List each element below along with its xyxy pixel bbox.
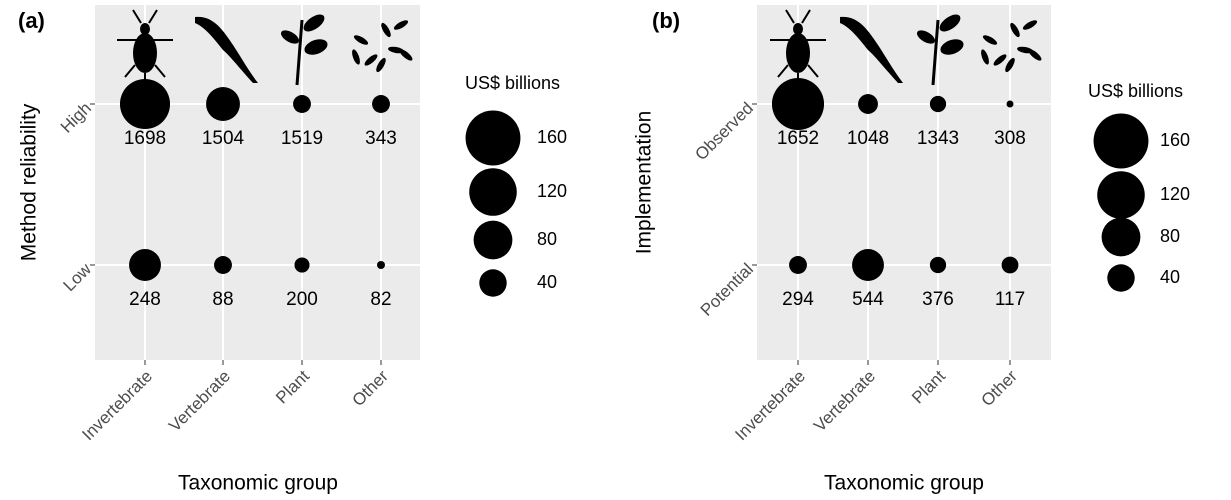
legend-label: 160 <box>537 127 567 147</box>
legend-label: 40 <box>537 272 557 292</box>
count-label: 1698 <box>124 128 166 149</box>
legend-bubble <box>1107 264 1134 291</box>
y-tick-label: Observed <box>691 99 757 165</box>
bubble <box>120 79 170 129</box>
legend-label: 80 <box>537 229 557 249</box>
legend-label: 120 <box>537 181 567 201</box>
count-label: 1519 <box>281 128 323 149</box>
y-tick-label: Potential <box>697 260 757 320</box>
legend-bubble <box>1097 171 1145 219</box>
bubble <box>852 249 884 281</box>
count-label: 1652 <box>777 128 819 149</box>
legend-label: 160 <box>1160 130 1190 150</box>
legend-label: 40 <box>1160 267 1180 287</box>
icon-invertebrate <box>140 23 150 35</box>
count-label: 544 <box>852 289 884 310</box>
bubble <box>377 261 385 269</box>
legend-bubble <box>469 168 517 216</box>
count-label: 248 <box>129 289 161 310</box>
bubble <box>206 87 240 121</box>
count-label: 376 <box>922 289 954 310</box>
bubble <box>372 95 390 113</box>
bubble <box>1007 101 1014 108</box>
count-label: 1048 <box>847 128 889 149</box>
x-tick-label: Other <box>348 366 392 410</box>
x-axis-title: Taxonomic group <box>178 472 338 495</box>
bubble <box>930 257 946 273</box>
icon-invertebrate <box>793 23 803 35</box>
x-tick-label: Plant <box>272 366 313 407</box>
count-label: 343 <box>365 128 397 149</box>
y-axis-title: Implementation <box>633 111 656 255</box>
legend-title: US$ billions <box>1088 81 1183 101</box>
y-axis-title: Method reliability <box>18 103 41 261</box>
x-tick-label: Invertebrate <box>731 367 809 445</box>
panel-label: (b) <box>652 8 680 33</box>
bubble <box>129 249 161 281</box>
y-tick-label: Low <box>60 259 96 295</box>
count-label: 1504 <box>202 128 245 149</box>
figure: (a)InvertebrateVertebratePlantOtherHigh1… <box>0 0 1231 500</box>
count-label: 117 <box>995 289 1025 310</box>
legend-label: 80 <box>1160 226 1180 246</box>
count-label: 1343 <box>917 128 959 149</box>
x-tick-label: Plant <box>908 366 949 407</box>
x-tick-label: Invertebrate <box>78 367 156 445</box>
bubble <box>1002 257 1019 274</box>
x-tick-label: Vertebrate <box>165 367 234 436</box>
legend-bubble <box>466 111 521 166</box>
legend-bubble <box>1102 218 1141 257</box>
x-tick-label: Other <box>977 366 1021 410</box>
count-label: 200 <box>286 289 318 310</box>
y-tick-label: High <box>57 99 95 137</box>
legend-title: US$ billions <box>465 73 560 93</box>
legend-bubble <box>474 221 513 260</box>
count-label: 88 <box>212 289 233 310</box>
bubble <box>772 78 824 130</box>
bubble <box>858 94 878 114</box>
legend-bubble <box>1094 114 1149 169</box>
legend-bubble <box>479 269 506 296</box>
panel-label: (a) <box>18 8 45 33</box>
legend-label: 120 <box>1160 184 1190 204</box>
bubble <box>214 256 232 274</box>
bubble <box>293 95 311 113</box>
bubble <box>789 256 807 274</box>
x-axis-title: Taxonomic group <box>824 472 984 495</box>
count-label: 82 <box>370 289 391 310</box>
bubble <box>930 96 946 112</box>
bubble <box>294 257 309 272</box>
count-label: 294 <box>782 289 814 310</box>
x-tick-label: Vertebrate <box>810 367 879 436</box>
count-label: 308 <box>994 128 1026 149</box>
